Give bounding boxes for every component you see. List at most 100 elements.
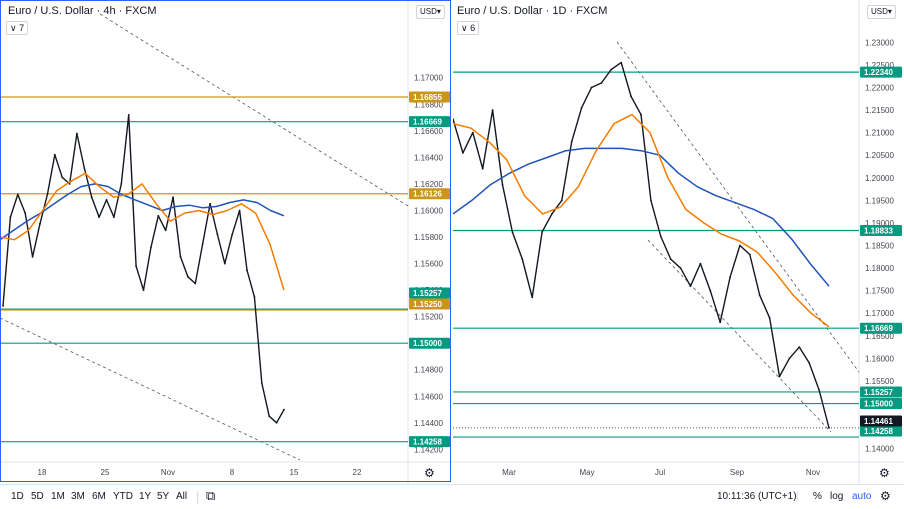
toolbar-divider-right: |: [796, 491, 799, 502]
timeframe-1m[interactable]: 1M: [51, 491, 65, 502]
timeframe-ytd[interactable]: YTD: [113, 491, 133, 502]
right-chart-pane[interactable]: 1.23000 1.22500 1.22000 1.21500 1.21000 1.205…: [453, 0, 904, 484]
left-price-point-33: [246, 269, 248, 272]
right-price-point-3: [481, 167, 484, 170]
right-x-tick-4: Nov: [806, 468, 820, 477]
right-price-point-7: [521, 258, 524, 260]
right-y-tick-2: 1.22000: [865, 83, 894, 92]
right-price-point-37: [818, 389, 820, 391]
left-price-point-26: [194, 282, 197, 285]
left-price-point-11: [83, 167, 86, 169]
right-price-point-1: [462, 152, 464, 154]
left-series-1: [0, 183, 285, 241]
left-y-tick-4: 1.16200: [414, 180, 443, 189]
right-currency-label: USD: [871, 7, 888, 16]
left-x-tick-5: 22: [353, 468, 362, 477]
right-x-tick-3: Sep: [730, 468, 745, 477]
left-level-badge-4: [409, 298, 450, 310]
left-level-label-0: 1.16855: [413, 93, 442, 102]
left-price-point-10: [76, 132, 78, 135]
left-price-point-15: [113, 216, 115, 219]
left-x-tick-0: 18: [38, 468, 47, 477]
left-y-tick-13: 1.14400: [414, 419, 443, 428]
timeframe-1y[interactable]: 1Y: [139, 491, 152, 502]
timeframe-3m[interactable]: 3M: [71, 491, 85, 502]
right-chart-svg[interactable]: 1.23000 1.22500 1.22000 1.21500 1.21000 1.205…: [453, 0, 904, 484]
right-series-0: [453, 61, 830, 429]
right-price-point-29: [739, 244, 741, 247]
right-price-point-19: [640, 113, 642, 116]
left-indicator-count: 7: [19, 23, 25, 33]
left-price-point-17: [127, 114, 130, 116]
left-price-point-25: [187, 275, 189, 278]
right-y-tick-18: 1.14000: [865, 445, 894, 454]
right-price-point-17: [620, 61, 623, 64]
left-level-badge-6: [409, 436, 450, 448]
right-x-tick-0: Mar: [502, 468, 516, 477]
bottom-toolbar: 1D 5D 1M 3M 6M YTD 1Y 5Y All | ⧉ 10:11:3…: [0, 484, 904, 509]
right-price-point-9: [541, 231, 543, 233]
right-y-tick-10: 1.18000: [865, 264, 894, 273]
right-price-point-18: [630, 95, 632, 98]
timeframe-5y[interactable]: 5Y: [157, 491, 170, 502]
left-chart-pane[interactable]: 1.17000 1.16800 1.16600 1.16400 1.16200 1.160…: [0, 0, 452, 484]
right-level-badge-1: [860, 224, 902, 236]
left-level-badge-0: [409, 91, 450, 103]
left-price-point-34: [253, 295, 256, 298]
right-level-label-4: 1.15000: [864, 400, 893, 409]
left-level-label-5: 1.15000: [413, 339, 442, 348]
right-price-point-6: [511, 231, 514, 233]
left-symbol-label: Euro / U.S. Dollar · 4h · FXCM: [8, 5, 157, 17]
left-level-badge-3: [409, 287, 450, 299]
left-settings-gear-icon[interactable]: ⚙: [424, 466, 435, 480]
right-currency-button[interactable]: USD▾: [867, 5, 896, 19]
right-indicators-toggle[interactable]: ∨ 6: [457, 21, 480, 35]
right-settings-gear-icon[interactable]: ⚙: [879, 466, 890, 480]
timeframe-1d[interactable]: 1D: [11, 491, 24, 502]
toolbar-settings-gear-icon[interactable]: ⚙: [880, 489, 891, 503]
right-price-point-25: [699, 262, 702, 265]
left-level-badge-1: [409, 116, 450, 128]
left-price-point-37: [275, 421, 278, 424]
right-price-point-28: [729, 276, 731, 278]
right-x-tick-1: May: [579, 468, 594, 477]
left-chart-svg[interactable]: 1.17000 1.16800 1.16600 1.16400 1.16200 1.160…: [0, 0, 452, 484]
left-price-point-16: [120, 183, 123, 185]
left-y-tick-0: 1.17000: [414, 74, 443, 83]
right-level-badge-4: [860, 398, 902, 410]
left-y-tick-11: 1.14800: [414, 366, 443, 375]
right-trendline-1: [647, 239, 832, 433]
timeframe-6m[interactable]: 6M: [92, 491, 106, 502]
left-price-point-23: [172, 196, 175, 199]
timeframe-all[interactable]: All: [176, 491, 188, 502]
right-price-point-16: [610, 68, 613, 71]
right-y-tick-7: 1.19500: [865, 196, 894, 205]
left-price-point-0: [2, 305, 4, 307]
right-price-point-32: [768, 316, 771, 319]
date-range-calendar-icon[interactable]: ⧉: [206, 488, 216, 503]
left-trendline-0: [99, 13, 409, 207]
percent-scale-toggle[interactable]: %: [813, 491, 822, 502]
right-price-point-11: [560, 199, 563, 202]
timeframe-5d[interactable]: 5D: [31, 491, 44, 502]
right-price-point-0: [453, 118, 454, 120]
right-price-point-21: [659, 235, 662, 238]
right-y-tick-3: 1.21500: [865, 106, 894, 115]
left-y-tick-9: 1.15200: [414, 313, 443, 322]
log-scale-toggle[interactable]: log: [830, 491, 844, 502]
left-price-point-12: [90, 196, 93, 199]
left-currency-button[interactable]: USD▾: [416, 5, 445, 19]
left-series-2: [0, 172, 285, 291]
left-price-point-8: [61, 176, 64, 179]
right-y-tick-14: 1.16000: [865, 354, 894, 363]
left-y-tick-5: 1.16000: [414, 206, 443, 215]
left-price-point-5: [39, 222, 41, 225]
left-series-0: [2, 114, 285, 424]
left-indicators-toggle[interactable]: ∨ 7: [6, 21, 29, 35]
auto-scale-toggle[interactable]: auto: [852, 491, 872, 502]
left-price-point-4: [31, 256, 34, 258]
left-y-tick-3: 1.16400: [414, 153, 443, 162]
right-price-point-23: [679, 267, 682, 269]
right-price-point-2: [471, 131, 474, 134]
right-price-point-30: [748, 253, 751, 256]
